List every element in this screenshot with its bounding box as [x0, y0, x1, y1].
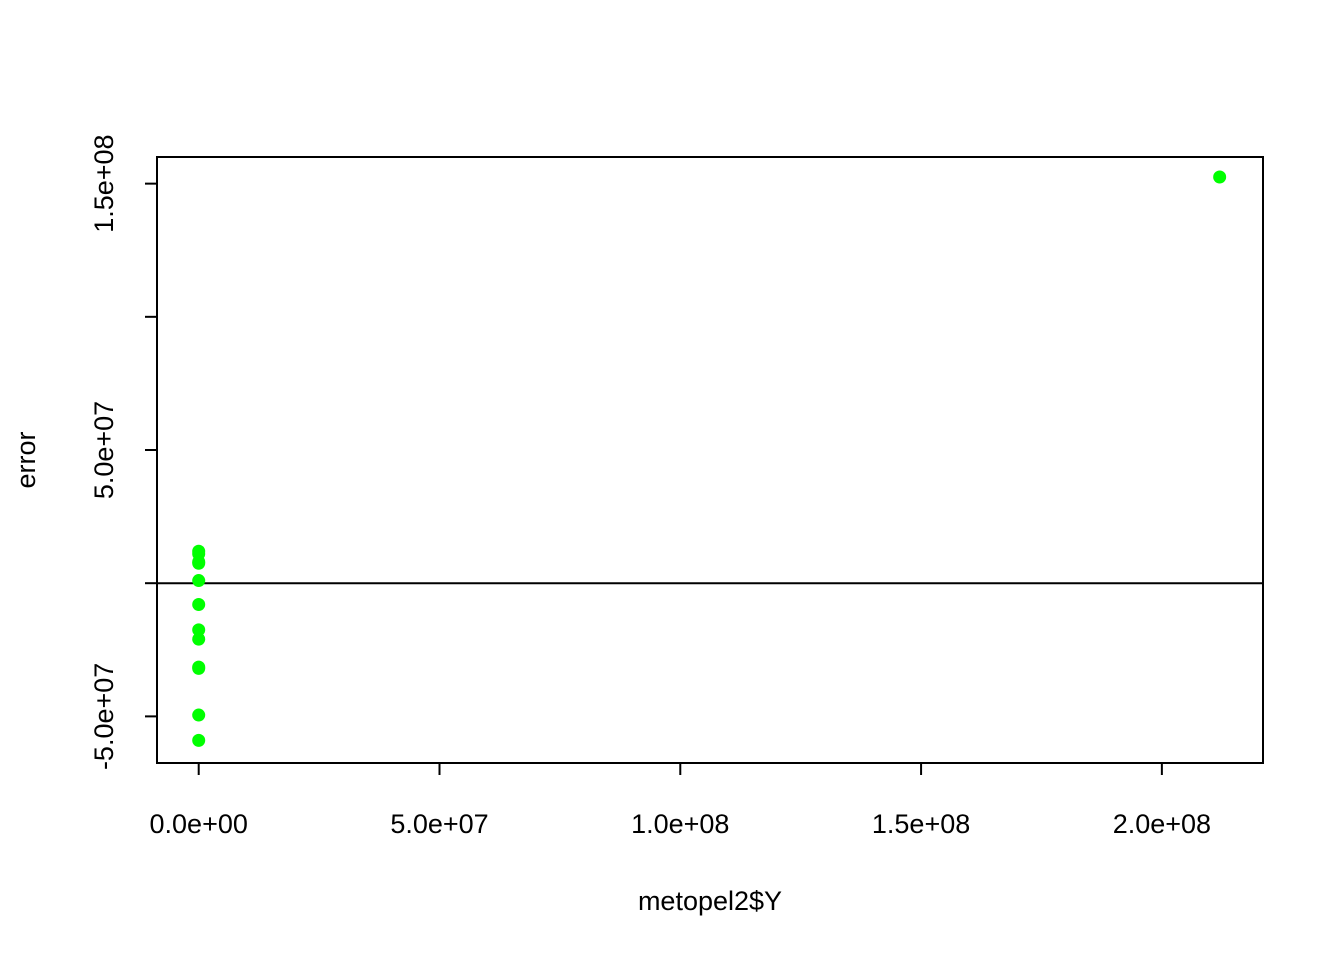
data-point — [192, 574, 206, 588]
data-point — [192, 708, 206, 722]
data-point — [1213, 170, 1227, 184]
data-point — [192, 733, 206, 747]
x-tick-label: 1.5e+08 — [872, 809, 970, 839]
data-point — [192, 632, 206, 646]
y-axis-label: error — [11, 431, 41, 488]
x-tick-label: 0.0e+00 — [150, 809, 248, 839]
data-point — [192, 623, 206, 637]
data-points — [192, 170, 1227, 747]
plot-frame — [156, 156, 1264, 764]
y-tick-label: 1.5e+08 — [89, 134, 119, 232]
x-axis-label: metopel2$Y — [638, 886, 782, 916]
x-axis: 0.0e+00 5.0e+07 1.0e+08 1.5e+08 2.0e+08 — [150, 762, 1211, 839]
data-point — [192, 598, 206, 612]
x-tick-label: 1.0e+08 — [631, 809, 729, 839]
data-point — [192, 661, 206, 675]
y-axis: -5.0e+07 5.0e+07 1.5e+08 — [89, 134, 158, 770]
x-tick-label: 5.0e+07 — [390, 809, 488, 839]
data-point — [192, 556, 206, 570]
y-tick-label: 5.0e+07 — [89, 401, 119, 499]
x-tick-label: 2.0e+08 — [1113, 809, 1211, 839]
y-tick-label: -5.0e+07 — [89, 663, 119, 770]
